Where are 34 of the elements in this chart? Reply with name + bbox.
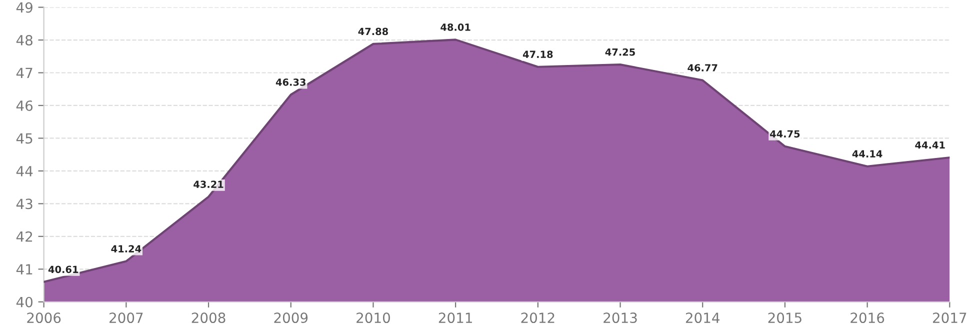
y-tick-label: 42 bbox=[16, 231, 32, 242]
data-label: 41.24 bbox=[111, 245, 142, 252]
x-tick-label: 2013 bbox=[604, 312, 637, 324]
data-label: 43.21 bbox=[194, 180, 224, 188]
data-label: 44.41 bbox=[915, 141, 945, 149]
y-tick-label: 49 bbox=[16, 2, 32, 13]
data-label: 40.61 bbox=[48, 266, 78, 274]
x-tick-label: 2014 bbox=[686, 312, 720, 324]
x-tick-label: 2008 bbox=[192, 312, 226, 324]
y-tick-label: 41 bbox=[16, 264, 32, 274]
y-tick-label: 45 bbox=[16, 133, 32, 144]
y-tick-label: 44 bbox=[16, 166, 33, 176]
x-tick-label: 2015 bbox=[768, 312, 802, 324]
data-label: 47.18 bbox=[522, 50, 553, 58]
y-tick-label: 46 bbox=[16, 100, 33, 111]
x-tick-label: 2007 bbox=[110, 312, 143, 324]
y-tick-label: 40 bbox=[16, 296, 32, 308]
x-tick-label: 2010 bbox=[356, 312, 390, 324]
data-label: 44.14 bbox=[852, 150, 882, 158]
y-tick-label: 43 bbox=[16, 198, 32, 210]
x-tick-label: 2011 bbox=[438, 312, 472, 324]
x-tick-label: 2012 bbox=[521, 312, 554, 324]
x-tick-label: 2009 bbox=[274, 312, 308, 324]
data-label: 47.88 bbox=[358, 28, 388, 36]
data-label: 48.01 bbox=[440, 24, 470, 31]
data-label: 44.75 bbox=[770, 130, 800, 138]
data-label: 46.77 bbox=[688, 64, 718, 72]
x-tick-label: 2017 bbox=[932, 312, 966, 324]
data-label: 46.33 bbox=[276, 78, 306, 86]
y-tick-label: 48 bbox=[16, 34, 32, 46]
x-tick-label: 2016 bbox=[850, 312, 884, 324]
x-tick-label: 2006 bbox=[27, 312, 61, 324]
y-tick-label: 47 bbox=[16, 68, 32, 78]
data-label: 47.25 bbox=[605, 48, 635, 56]
